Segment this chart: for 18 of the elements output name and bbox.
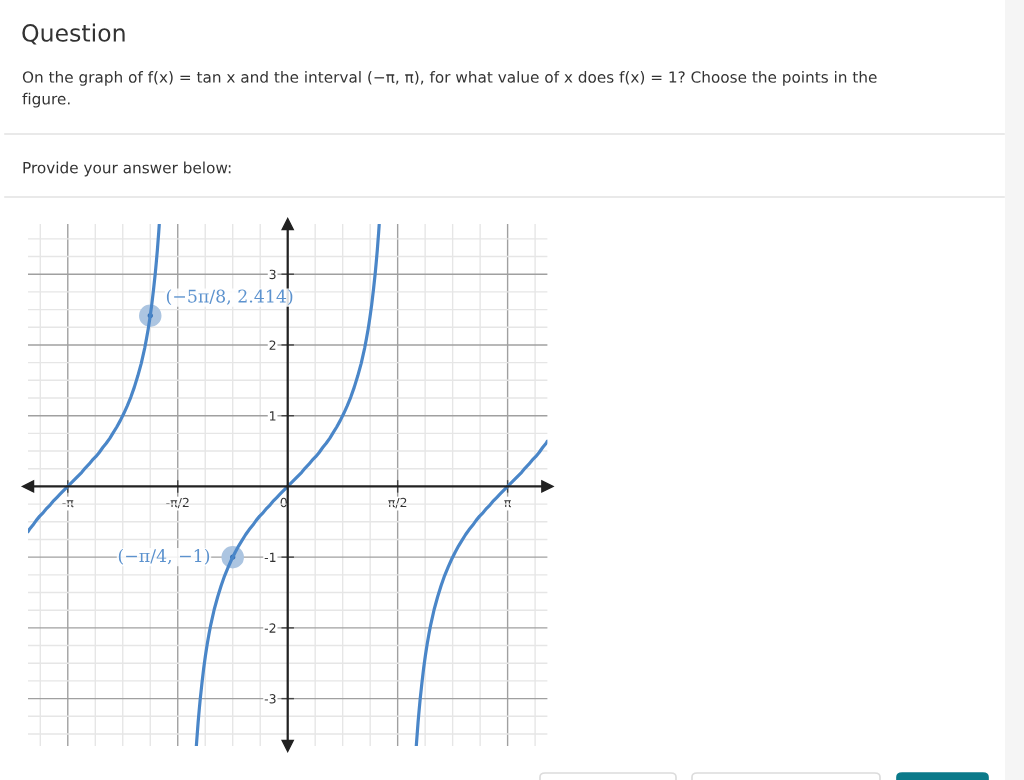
chart-subtitle: On the graph of f(x) = tan x and the interval (−π, π), for what value of x does f(x) = 1? Choose the points in the figure. [22, 71, 877, 108]
x-tick-label: 0 [280, 497, 287, 508]
line-series [414, 439, 548, 746]
line-series [28, 224, 161, 534]
y-tick-label: -1 [264, 552, 276, 562]
chart-title: Question [22, 23, 125, 45]
y-tick-label: 1 [270, 411, 276, 421]
y-tick-label: 2 [269, 340, 276, 350]
annotation: (−5π/8, 2.414) [166, 289, 293, 306]
x-tick-label: π/2 [388, 497, 407, 509]
x-tick-label: -π/2 [166, 497, 189, 509]
annotation: (−π/4, −1) [118, 548, 210, 565]
y-tick-label: -2 [264, 623, 276, 633]
text: Provide your answer below: [23, 161, 231, 177]
x-tick-label: -π [62, 500, 74, 508]
x-tick-label: π [504, 500, 512, 508]
y-tick-label: 3 [269, 269, 276, 280]
y-tick-label: -3 [264, 694, 276, 704]
